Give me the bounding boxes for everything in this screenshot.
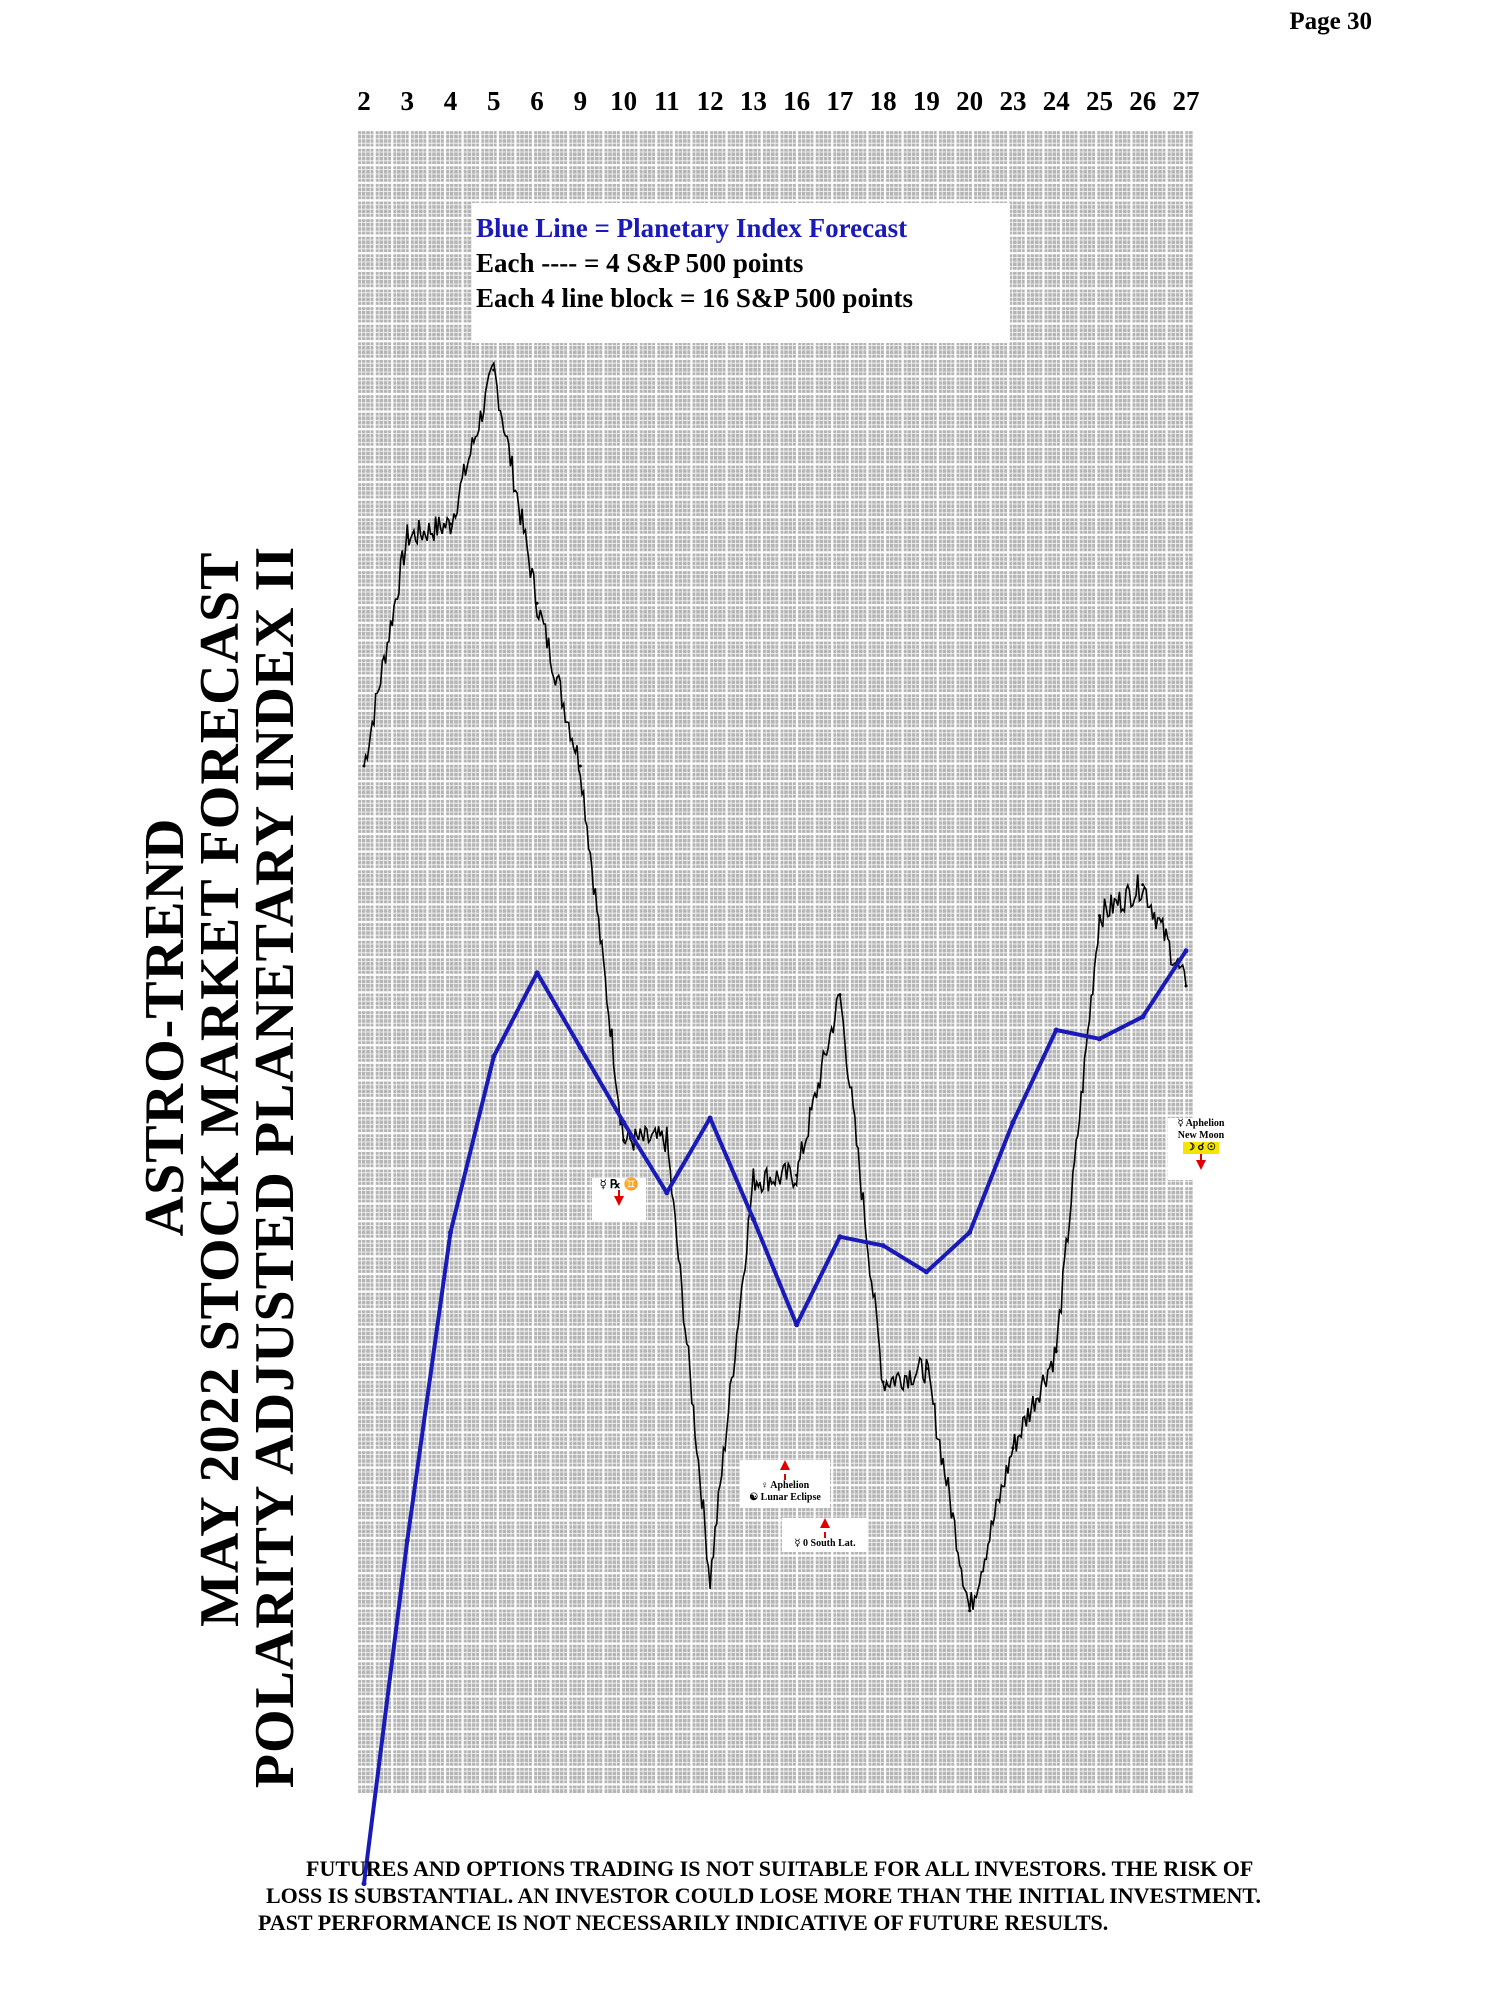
arrow-stem-icon (1200, 1154, 1202, 1160)
day-label-26: 26 (1129, 86, 1157, 116)
red-down-arrow-icon (614, 1196, 624, 1206)
forecast-point-12 (707, 1115, 713, 1121)
actual-point-20 (968, 1609, 972, 1613)
day-label-24: 24 (1042, 86, 1070, 116)
forecast-point-6 (534, 970, 540, 976)
legend-blue-line: Blue Line = Planetary Index Forecast (476, 213, 908, 243)
annotation-mercury-latitude: ☿ 0 South Lat. (782, 1518, 868, 1552)
forecast-point-5 (491, 1053, 497, 1059)
arrow-stem-icon (824, 1532, 826, 1538)
actual-point-23 (1011, 1446, 1015, 1450)
legend-scale-2: Each 4 line block = 16 S&P 500 points (476, 283, 913, 313)
forecast-line (362, 949, 1188, 1884)
day-label-5: 5 (487, 86, 501, 116)
day-label-2: 2 (357, 86, 371, 116)
day-label-13: 13 (739, 86, 767, 116)
actual-point-17 (838, 993, 842, 997)
day-label-9: 9 (573, 86, 588, 116)
annotation-mercury-aphelion: ☿ Aphelion New Moon ☽ ☌ ☉ (1168, 1118, 1234, 1180)
forecast-point-19 (923, 1269, 929, 1275)
forecast-point-27 (1183, 948, 1189, 954)
day-label-4: 4 (443, 86, 458, 116)
day-label-6: 6 (530, 86, 544, 116)
mercury-aphelion-label: ☿ Aphelion (1177, 1118, 1225, 1129)
day-label-18: 18 (869, 86, 897, 116)
forecast-point-4 (448, 1229, 454, 1235)
actual-point-19 (924, 1367, 928, 1371)
page-number: Page 30 (1289, 8, 1372, 35)
day-label-19: 19 (912, 86, 940, 116)
legend-box: Blue Line = Planetary Index Forecast Eac… (472, 203, 1010, 343)
red-up-arrow-icon (820, 1518, 830, 1528)
forecast-point-20 (967, 1229, 973, 1235)
actual-point-13 (751, 1178, 755, 1182)
new-moon-glyphs: ☽ ☌ ☉ (1183, 1142, 1219, 1154)
arrow-stem-icon (618, 1190, 620, 1196)
mercury-latitude-label: ☿ 0 South Lat. (794, 1538, 856, 1549)
actual-point-18 (881, 1380, 885, 1384)
forecast-point-3 (404, 1537, 410, 1543)
disclaimer-line-2: LOSS IS SUBSTANTIAL. AN INVESTOR COULD L… (266, 1883, 1261, 1908)
actual-point-16 (795, 1173, 799, 1177)
actual-point-5 (492, 368, 496, 372)
forecast-point-13 (750, 1216, 756, 1222)
actual-point-27 (1184, 984, 1188, 988)
lunar-eclipse-label: ☯ Lunar Eclipse (749, 1492, 821, 1503)
day-label-12: 12 (696, 86, 724, 116)
day-label-3: 3 (400, 86, 415, 116)
new-moon-label: New Moon (1177, 1130, 1225, 1141)
day-label-25: 25 (1085, 86, 1113, 116)
arrow-stem-icon (784, 1474, 786, 1480)
day-label-16: 16 (783, 86, 811, 116)
red-up-arrow-icon (780, 1460, 790, 1470)
grid-major-lines (355, 128, 1193, 1793)
day-label-23: 23 (999, 86, 1027, 116)
actual-point-4 (449, 522, 453, 526)
mercury-retrograde-glyphs: ☿ ℞ ♊ (599, 1177, 639, 1191)
venus-aphelion-label: ♀ Aphelion (760, 1480, 810, 1491)
forecast-point-26 (1140, 1014, 1146, 1020)
actual-point-12 (708, 1578, 712, 1582)
disclaimer: FUTURES AND OPTIONS TRADING IS NOT SUITA… (258, 1855, 1458, 1936)
day-label-20: 20 (956, 86, 984, 116)
annotation-venus-aphelion: ♀ Aphelion ☯ Lunar Eclipse (740, 1460, 830, 1508)
actual-point-3 (405, 535, 409, 539)
day-label-10: 10 (610, 86, 638, 116)
forecast-point-23 (1010, 1119, 1016, 1125)
actual-point-6 (535, 601, 539, 605)
disclaimer-line-1: FUTURES AND OPTIONS TRADING IS NOT SUITA… (306, 1856, 1254, 1881)
forecast-point-17 (837, 1234, 843, 1240)
forecast-point-24 (1053, 1027, 1059, 1033)
day-label-27: 27 (1172, 86, 1200, 116)
actual-point-25 (1097, 914, 1101, 918)
forecast-point-18 (880, 1243, 886, 1249)
actual-point-11 (665, 1138, 669, 1142)
forecast-point-10 (621, 1119, 627, 1125)
actual-point-24 (1054, 1349, 1058, 1353)
actual-point-10 (622, 1138, 626, 1142)
disclaimer-line-3: PAST PERFORMANCE IS NOT NECESSARILY INDI… (258, 1910, 1109, 1935)
forecast-point-16 (794, 1322, 800, 1328)
actual-point-26 (1141, 883, 1145, 887)
actual-point-9 (578, 764, 582, 768)
legend-scale-1: Each ---- = 4 S&P 500 points (476, 248, 804, 278)
forecast-point-25 (1096, 1036, 1102, 1042)
actual-point-2 (362, 764, 366, 768)
day-label-17: 17 (826, 86, 854, 116)
red-down-arrow-icon (1196, 1160, 1206, 1170)
forecast-point-9 (577, 1045, 583, 1051)
day-label-11: 11 (654, 86, 680, 116)
forecast-point-11 (664, 1190, 670, 1196)
actual-sp500-line (363, 360, 1187, 1611)
forecast-point-2 (361, 1881, 367, 1887)
annotation-mercury-retrograde: ☿ ℞ ♊ (592, 1178, 646, 1222)
